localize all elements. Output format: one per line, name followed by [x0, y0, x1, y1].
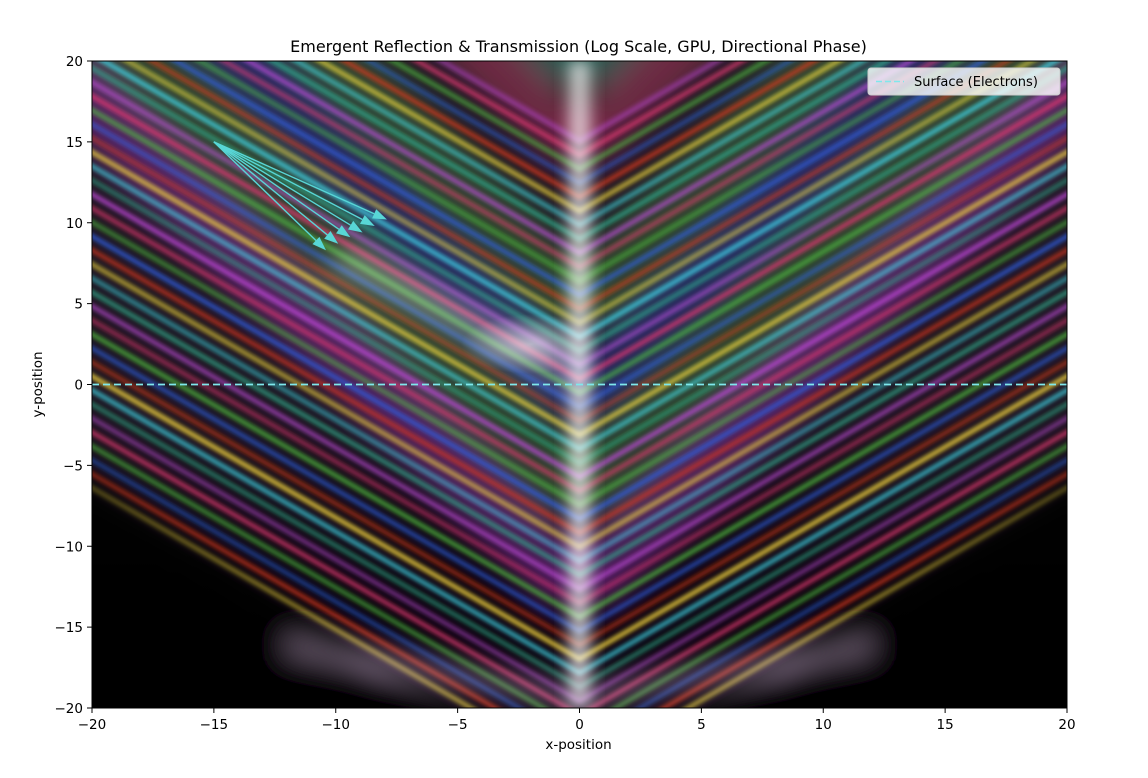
legend-box [867, 67, 1061, 96]
wave-vector-arrow [213, 141, 375, 226]
wave-vector-arrow [213, 141, 351, 238]
dark-corner-left [92, 484, 436, 708]
wave-vector-shaft [213, 141, 317, 242]
x-tick-label: 0 [575, 717, 584, 733]
x-tick-label: −10 [322, 717, 351, 733]
wave-vector-head [312, 236, 326, 251]
wave-vector-shaft [213, 141, 328, 236]
y-tick-label: 15 [66, 135, 83, 151]
lower-glow [285, 634, 874, 708]
wave-vector-head [324, 231, 339, 244]
chevron-node [92, 437, 1067, 708]
legend: Surface (Electrons) [867, 67, 1061, 96]
wash-band [569, 61, 639, 96]
chevron-band [92, 428, 1067, 708]
wave-vector-head [336, 225, 351, 238]
x-tick-label: −5 [448, 717, 468, 733]
chevron-node [92, 479, 1067, 708]
chart-title: Emergent Reflection & Transmission (Log … [290, 37, 867, 56]
wave-vector-shaft [213, 141, 340, 230]
y-axis-label: y-position [30, 351, 46, 417]
y-tick-label: −10 [55, 539, 84, 555]
x-axis-label: x-position [545, 737, 611, 753]
wave-vector-head [348, 220, 363, 233]
chevron-node [92, 451, 1067, 708]
chevron-node [92, 423, 1067, 708]
x-tick-label: 20 [1058, 717, 1075, 733]
x-tick-label: −20 [78, 717, 107, 733]
chevron-band [92, 470, 1067, 708]
chevron-band [92, 484, 1067, 708]
wash-band [551, 61, 887, 340]
wash-band [272, 61, 608, 340]
wave-vector-head [372, 209, 387, 220]
y-tick-label: 5 [74, 297, 83, 313]
dark-corners [92, 484, 1067, 708]
x-tick-label: 5 [697, 717, 706, 733]
chevron-node [92, 465, 1067, 708]
y-axis: −20 −15 −10 −5 0 5 10 15 20 [55, 54, 92, 717]
y-tick-label: −20 [55, 701, 84, 717]
plot-area [92, 61, 1067, 708]
wave-vector-shaft [213, 141, 363, 221]
chevron-band [92, 456, 1067, 708]
x-tick-label: 15 [937, 717, 954, 733]
interference-pattern [92, 61, 1067, 708]
wave-vector-arrow [213, 141, 339, 244]
wave-vector-shaft [213, 141, 375, 215]
y-tick-label: −5 [63, 458, 83, 474]
wash-band [520, 61, 590, 96]
x-tick-label: −15 [200, 717, 229, 733]
y-tick-label: −15 [55, 620, 84, 636]
legend-label-surface: Surface (Electrons) [914, 75, 1038, 90]
wave-vector-shaft [213, 141, 351, 226]
wave-vector-arrow [213, 141, 363, 233]
chevron-band [92, 442, 1067, 708]
x-axis: −20 −15 −10 −5 0 5 10 15 20 [78, 708, 1076, 733]
y-tick-label: 20 [66, 54, 83, 70]
wave-vector-head [360, 215, 375, 226]
reflection-spot [460, 314, 601, 375]
x-tick-label: 10 [815, 717, 832, 733]
y-tick-label: 0 [74, 378, 83, 394]
wave-vectors [213, 141, 387, 251]
wave-vector-arrow [213, 141, 326, 251]
wave-vector-arrow [213, 141, 387, 220]
y-tick-label: 10 [66, 216, 83, 232]
